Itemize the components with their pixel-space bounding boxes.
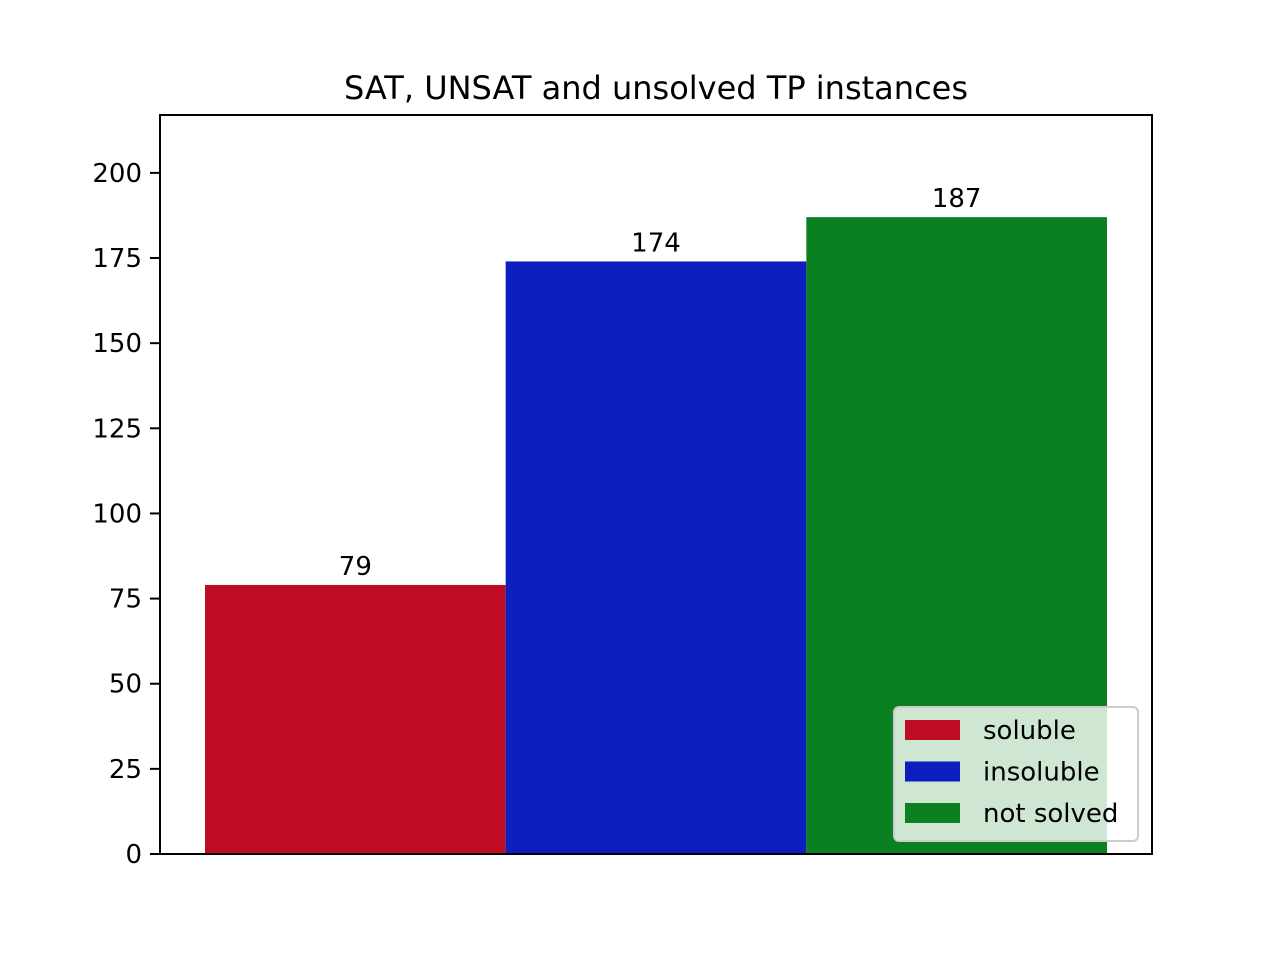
bar-soluble	[205, 584, 506, 854]
y-tick-label: 25	[109, 755, 142, 785]
y-tick-label: 200	[92, 159, 142, 189]
legend-label-soluble: soluble	[983, 716, 1076, 746]
legend-swatch-soluble	[905, 720, 960, 740]
y-tick-label: 150	[92, 329, 142, 359]
data-label-soluble: 79	[339, 552, 372, 582]
data-labels-group: 79 174 187	[339, 184, 982, 582]
y-axis: 0 25 50 75 100 125 150 175 200	[92, 159, 160, 870]
legend-label-insoluble: insoluble	[983, 758, 1100, 788]
data-label-not-solved: 187	[932, 184, 982, 214]
legend-swatch-insoluble	[905, 761, 960, 782]
y-tick-label: 100	[92, 499, 142, 529]
y-tick-label: 125	[92, 414, 142, 444]
legend-label-not-solved: not solved	[983, 799, 1118, 829]
chart-title: SAT, UNSAT and unsolved TP instances	[344, 69, 968, 107]
data-label-insoluble: 174	[631, 228, 681, 258]
y-tick-label: 50	[109, 670, 142, 700]
bar-insoluble	[505, 261, 807, 855]
y-tick-label: 0	[125, 840, 142, 870]
y-tick-label: 175	[92, 244, 142, 274]
legend-swatch-not-solved	[905, 803, 960, 823]
plot-frame	[159, 114, 1153, 855]
y-tick-label: 75	[109, 585, 142, 615]
legend: soluble insoluble not solved	[893, 706, 1139, 842]
